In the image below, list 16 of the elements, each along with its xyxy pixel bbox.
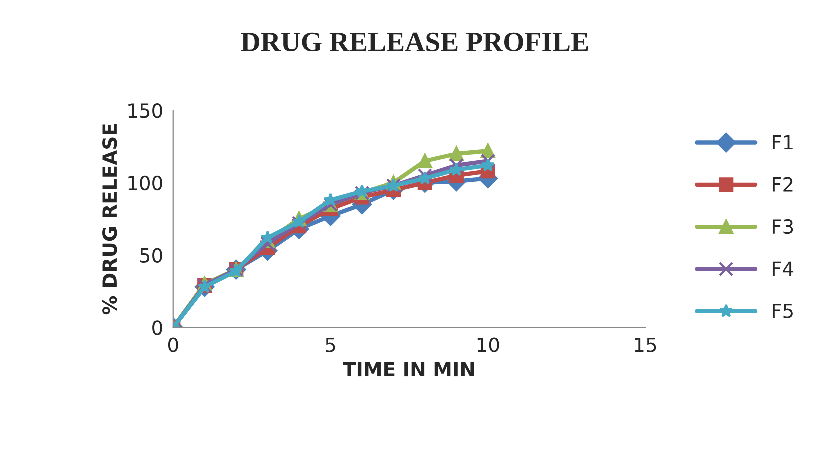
y-axis-title: % DRUG RELEASE bbox=[102, 124, 118, 315]
y-tick-label: 100 bbox=[128, 176, 162, 191]
legend-label: F3 bbox=[772, 219, 794, 234]
x-tick-label: 0 bbox=[168, 338, 178, 352]
x-tick-label: 15 bbox=[635, 338, 656, 352]
chart-title: DRUG RELEASE PROFILE bbox=[241, 32, 588, 52]
legend-label: F5 bbox=[772, 304, 793, 318]
y-tick-label: 50 bbox=[140, 248, 162, 263]
legend-label: F1 bbox=[772, 135, 793, 150]
legend-label: F2 bbox=[772, 177, 793, 192]
y-tick-label: 150 bbox=[128, 104, 162, 118]
legend-label: F4 bbox=[772, 262, 794, 276]
x-tick-label: 5 bbox=[326, 338, 336, 352]
y-tick-label: 0 bbox=[152, 320, 162, 336]
x-axis-title: TIME IN MIN bbox=[343, 362, 474, 377]
x-tick-label: 10 bbox=[478, 338, 500, 352]
